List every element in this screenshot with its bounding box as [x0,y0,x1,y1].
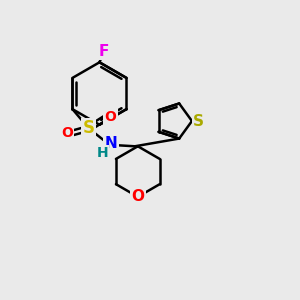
Text: F: F [99,44,109,59]
Text: O: O [131,189,144,204]
Text: S: S [83,119,95,137]
Text: O: O [61,126,73,140]
Text: H: H [96,146,108,160]
Text: S: S [193,113,204,128]
Text: N: N [105,136,118,151]
Text: O: O [105,110,116,124]
